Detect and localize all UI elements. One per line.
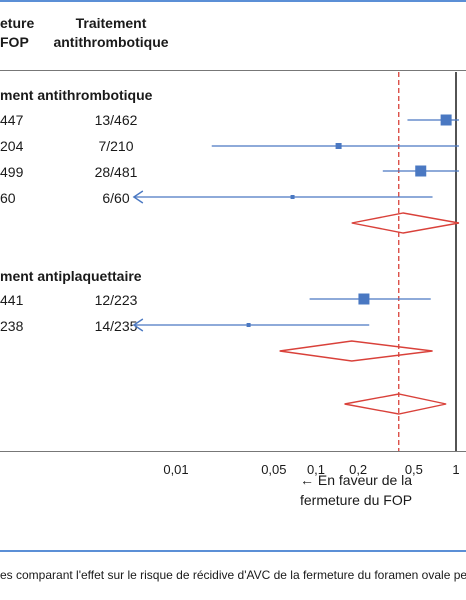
- header-separator: [0, 70, 466, 71]
- group-label-antithrombotic: ment antithrombotique: [0, 87, 153, 103]
- favor-closure-annotation: ← En faveur de la fermeture du FOP: [300, 470, 440, 510]
- figure-caption: es comparant l'effet sur le risque de ré…: [0, 568, 466, 582]
- point-estimate-study-4: [290, 195, 295, 199]
- row6-closure-count: 238: [0, 318, 24, 334]
- row5-treatment-count: 12/223: [94, 292, 138, 308]
- point-estimate-study-2: [335, 143, 342, 149]
- column-header-antithrombotic-line1: Traitement: [75, 15, 147, 31]
- row3-closure-count: 499: [0, 164, 24, 180]
- row5-closure-count: 441: [0, 292, 24, 308]
- point-estimate-study-3: [415, 165, 427, 177]
- pooled-diamond-3: [344, 393, 447, 415]
- row4-treatment-count: 6/60: [102, 190, 130, 206]
- bottom-border: [0, 550, 466, 552]
- axis-separator: [0, 451, 466, 452]
- row2-closure-count: 204: [0, 138, 24, 154]
- favor-closure-line2: fermeture du FOP: [300, 492, 413, 508]
- pooled-diamond-1: [351, 212, 460, 234]
- x-tick-label-3: 0,1: [307, 462, 325, 477]
- favor-closure-line1: ← En faveur de la: [300, 472, 413, 488]
- row4-closure-count: 60: [0, 190, 16, 206]
- x-tick-label-6: 1: [452, 462, 459, 477]
- column-header-antithrombotic-line2: antithrombotique: [53, 34, 169, 50]
- x-tick-label-1: 0,01: [163, 462, 188, 477]
- row3-treatment-count: 28/481: [94, 164, 138, 180]
- x-tick-label-4: 0,2: [349, 462, 367, 477]
- column-header-fop-line1: eture: [0, 15, 35, 31]
- point-estimate-study-6: [246, 323, 251, 327]
- group-label-antiplatelet: ment antiplaquettaire: [0, 268, 142, 284]
- x-tick-label-5: 0,5: [405, 462, 423, 477]
- point-estimate-study-5: [358, 293, 370, 305]
- column-header-fop-closure: eture FOP: [0, 14, 60, 52]
- row1-treatment-count: 13/462: [94, 112, 138, 128]
- row6-treatment-count: 14/235: [94, 318, 138, 334]
- ci-arrow-study-6: [132, 318, 144, 332]
- point-estimate-study-1: [440, 114, 452, 126]
- row1-closure-count: 447: [0, 112, 24, 128]
- pooled-diamond-2: [279, 340, 433, 362]
- x-tick-label-2: 0,05: [261, 462, 286, 477]
- column-header-antithrombotic: Traitement antithrombotique: [46, 14, 176, 52]
- column-header-fop-line2: FOP: [0, 34, 29, 50]
- row2-treatment-count: 7/210: [98, 138, 134, 154]
- ci-arrow-study-4: [132, 190, 144, 204]
- top-border: [0, 0, 466, 2]
